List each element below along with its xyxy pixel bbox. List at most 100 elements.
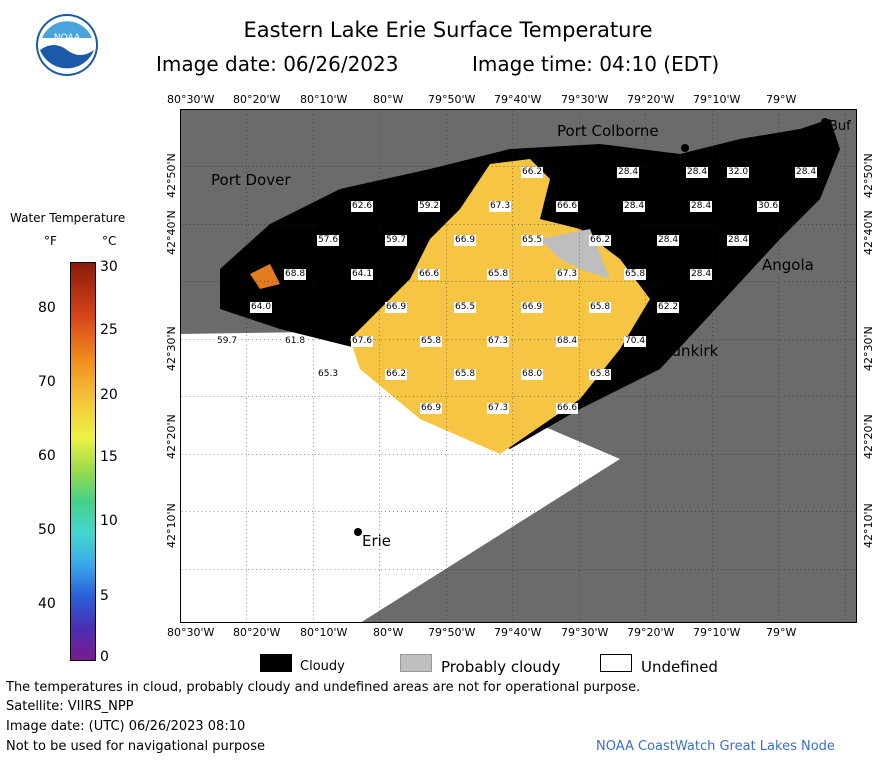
dunkirk-marker xyxy=(651,337,659,345)
undefined-label: Undefined xyxy=(641,658,718,676)
celsius-tick: 30 xyxy=(100,259,118,275)
footer-credit: NOAA CoastWatch Great Lakes Node xyxy=(596,739,835,754)
lat-label-right: 42°20'N xyxy=(862,414,875,459)
temperature-label: 65.3 xyxy=(317,369,340,380)
lon-label-top: 79°W xyxy=(766,93,797,106)
place-port-colborne: Port Colborne xyxy=(557,122,659,140)
temperature-label: 28.4 xyxy=(657,235,680,246)
celsius-tick: 0 xyxy=(100,649,109,665)
lon-label-bottom: 80°30'W xyxy=(167,626,215,639)
temperature-label: 59.7 xyxy=(385,235,408,246)
unit-c: °C xyxy=(102,234,117,248)
temperature-label: 66.6 xyxy=(556,403,579,414)
temperature-label: 62.6 xyxy=(351,201,374,212)
temperature-label: 64.0 xyxy=(250,302,273,313)
cloudy-swatch xyxy=(260,654,292,672)
lat-label-right: 42°30'N xyxy=(862,326,875,371)
temperature-label: 66.9 xyxy=(521,302,544,313)
fahrenheit-tick: 50 xyxy=(38,522,56,538)
celsius-tick: 15 xyxy=(100,449,118,465)
temperature-label: 65.5 xyxy=(454,302,477,313)
lon-label-top: 80°20'W xyxy=(233,93,281,106)
lon-label-bottom: 80°20'W xyxy=(233,626,281,639)
footer-satellite: Satellite: VIIRS_NPP xyxy=(6,699,134,714)
image-date: Image date: 06/26/2023 xyxy=(156,52,399,76)
probably-cloudy-label: Probably cloudy xyxy=(441,658,561,676)
lat-label-right: 42°50'N xyxy=(862,153,875,198)
place-erie: Erie xyxy=(362,532,392,550)
temperature-label: 66.6 xyxy=(418,269,441,280)
lat-label-left: 42°30'N xyxy=(165,326,178,371)
fahrenheit-tick: 60 xyxy=(38,448,56,464)
image-time: Image time: 04:10 (EDT) xyxy=(472,52,720,76)
lat-label-right: 42°40'N xyxy=(862,210,875,255)
lon-label-top: 80°10'W xyxy=(300,93,348,106)
temperature-label: 28.4 xyxy=(795,167,818,178)
temperature-label: 66.2 xyxy=(521,167,544,178)
footer-note: The temperatures in cloud, probably clou… xyxy=(6,680,641,695)
celsius-tick: 10 xyxy=(100,513,118,529)
lon-label-bottom: 79°20'W xyxy=(627,626,675,639)
temperature-label: 30.6 xyxy=(757,201,780,212)
temperature-label: 66.2 xyxy=(589,235,612,246)
port-colborne-marker xyxy=(681,144,689,152)
page-title: Eastern Lake Erie Surface Temperature xyxy=(243,18,653,42)
erie-marker xyxy=(354,528,362,536)
place-angola: Angola xyxy=(762,256,814,274)
temperature-label: 67.3 xyxy=(487,403,510,414)
temperature-label: 28.4 xyxy=(623,201,646,212)
lat-label-right: 42°10'N xyxy=(862,503,875,548)
cloudy-label: Cloudy xyxy=(300,659,345,674)
temperature-label: 59.2 xyxy=(418,201,441,212)
unit-f: °F xyxy=(44,234,57,248)
undefined-swatch xyxy=(600,654,632,672)
angola-marker xyxy=(754,249,762,257)
temperature-label: 64.1 xyxy=(351,269,374,280)
temperature-label: 66.9 xyxy=(454,235,477,246)
logo-text: NOAA xyxy=(54,33,81,43)
celsius-tick: 20 xyxy=(100,387,118,403)
temperature-label: 57.6 xyxy=(317,235,340,246)
temperature-label: 70.4 xyxy=(624,336,647,347)
temperature-label: 28.4 xyxy=(690,201,713,212)
temperature-label: 68.8 xyxy=(284,269,307,280)
temperature-label: 68.4 xyxy=(556,336,579,347)
temperature-label: 67.3 xyxy=(556,269,579,280)
legend-title: Water Temperature xyxy=(10,211,126,225)
temperature-label: 61.8 xyxy=(284,336,307,347)
place-port-dover: Port Dover xyxy=(211,171,291,189)
temperature-label: 59.7 xyxy=(216,336,239,347)
lat-label-left: 42°20'N xyxy=(165,414,178,459)
lat-label-left: 42°40'N xyxy=(165,210,178,255)
lon-label-top: 79°40'W xyxy=(494,93,542,106)
temperature-label: 67.3 xyxy=(489,201,512,212)
footer-nav-warning: Not to be used for navigational purpose xyxy=(6,739,266,754)
temperature-label: 66.6 xyxy=(556,201,579,212)
lon-label-top: 79°50'W xyxy=(428,93,476,106)
temperature-label: 65.8 xyxy=(454,369,477,380)
probably-cloudy-swatch xyxy=(400,654,432,672)
noaa-logo: NOAA xyxy=(36,14,98,76)
temperature-label: 65.5 xyxy=(521,235,544,246)
temperature-label: 66.2 xyxy=(385,369,408,380)
fahrenheit-tick: 40 xyxy=(38,596,56,612)
temperature-label: 28.4 xyxy=(686,167,709,178)
color-bar xyxy=(70,262,96,661)
temperature-label: 68.0 xyxy=(521,369,544,380)
lon-label-top: 80°W xyxy=(373,93,404,106)
lon-label-top: 79°30'W xyxy=(561,93,609,106)
lat-label-left: 42°50'N xyxy=(165,153,178,198)
temperature-label: 28.4 xyxy=(727,235,750,246)
lon-label-top: 79°20'W xyxy=(627,93,675,106)
fahrenheit-tick: 80 xyxy=(38,300,56,316)
temperature-label: 65.8 xyxy=(420,336,443,347)
lon-label-bottom: 79°50'W xyxy=(428,626,476,639)
temperature-label: 65.8 xyxy=(487,269,510,280)
temperature-label: 28.4 xyxy=(617,167,640,178)
lon-label-bottom: 80°W xyxy=(373,626,404,639)
temperature-label: 67.3 xyxy=(487,336,510,347)
temperature-label: 65.8 xyxy=(624,269,647,280)
lat-label-left: 42°10'N xyxy=(165,503,178,548)
lon-label-bottom: 79°10'W xyxy=(693,626,741,639)
temperature-label: 65.8 xyxy=(589,302,612,313)
